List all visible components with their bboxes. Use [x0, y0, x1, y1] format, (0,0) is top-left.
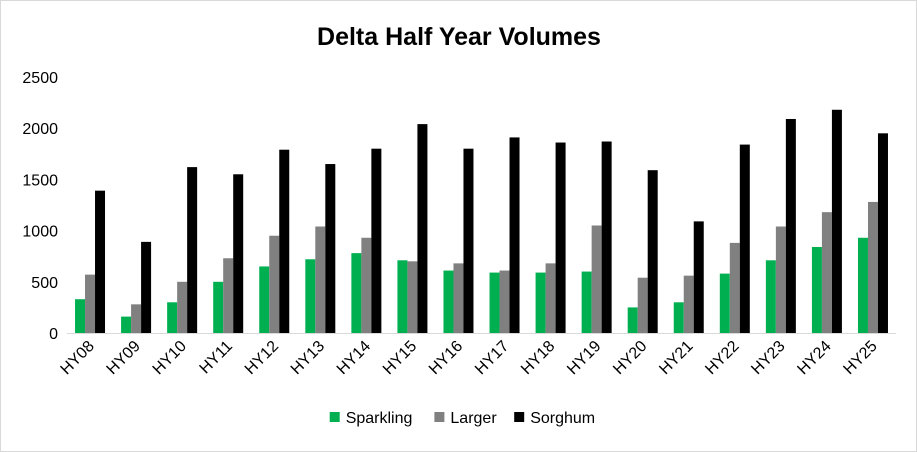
bar-sparkling-hy09 — [121, 316, 132, 333]
bar-sparkling-hy25 — [857, 237, 868, 333]
bar-sorghum-hy08 — [95, 190, 106, 333]
x-tick-label: HY18 — [518, 338, 558, 378]
bar-sparkling-hy17 — [489, 272, 500, 333]
x-tick-label: HY22 — [702, 338, 742, 378]
bar-sorghum-hy17 — [509, 137, 520, 333]
bar-sorghum-hy15 — [417, 124, 428, 333]
x-tick-label: HY19 — [564, 338, 604, 378]
x-tick-label: HY12 — [242, 338, 282, 378]
legend-swatch-sparkling — [329, 412, 340, 422]
bar-sorghum-hy16 — [463, 148, 474, 333]
bar-sorghum-hy13 — [325, 164, 336, 333]
chart-title: Delta Half Year Volumes — [317, 23, 601, 51]
bar-larger-hy11 — [223, 258, 234, 333]
y-tick-label: 0 — [49, 326, 58, 343]
bar-sparkling-hy12 — [259, 266, 270, 333]
legend-label-sparkling: Sparkling — [346, 410, 413, 427]
x-tick-label: HY20 — [610, 338, 650, 378]
bar-larger-hy14 — [361, 237, 372, 333]
bar-sorghum-hy12 — [279, 149, 290, 333]
x-tick-label: HY11 — [197, 338, 237, 378]
bar-larger-hy13 — [315, 226, 326, 333]
bar-larger-hy24 — [821, 212, 832, 333]
y-tick-label: 2500 — [22, 70, 58, 87]
bar-sorghum-hy25 — [877, 133, 888, 333]
bar-sorghum-hy18 — [555, 142, 566, 333]
y-tick-label: 2000 — [22, 121, 58, 138]
x-tick-label: HY17 — [472, 338, 512, 378]
x-tick-label: HY21 — [656, 338, 696, 378]
bar-sparkling-hy11 — [213, 281, 224, 333]
x-tick-label: HY24 — [794, 338, 834, 378]
y-tick-label: 1500 — [22, 172, 58, 189]
x-axis: HY08 HY09 HY10 HY11 HY12 HY13 HY14 HY15 HY16 HY17… — [58, 333, 896, 378]
x-tick-label: HY14 — [334, 338, 374, 378]
legend-swatch-sorghum — [514, 412, 525, 422]
bar-sparkling-hy13 — [305, 259, 316, 333]
bar-larger-hy16 — [453, 263, 464, 333]
bar-sparkling-hy15 — [397, 260, 408, 333]
bar-sorghum-hy14 — [371, 148, 382, 333]
legend-swatch-larger — [434, 412, 445, 422]
y-axis: 0 500 1000 1500 2000 2500 — [22, 70, 58, 343]
bar-sorghum-hy19 — [601, 141, 612, 333]
bar-larger-hy19 — [591, 225, 602, 333]
bar-sparkling-hy08 — [75, 299, 86, 333]
bar-sorghum-hy09 — [141, 241, 152, 333]
bar-sparkling-hy10 — [167, 302, 178, 333]
bar-sorghum-hy22 — [739, 144, 750, 333]
bar-sparkling-hy18 — [535, 272, 546, 333]
bar-sparkling-hy24 — [811, 246, 822, 333]
bar-larger-hy08 — [85, 274, 96, 333]
x-tick-label: HY23 — [748, 338, 788, 378]
x-tick-label: HY08 — [58, 338, 98, 378]
x-tick-label: HY16 — [426, 338, 466, 378]
bar-sparkling-hy19 — [581, 271, 592, 333]
x-tick-label: HY25 — [840, 338, 880, 378]
legend: Sparkling Larger Sorghum — [329, 410, 595, 427]
bar-larger-hy12 — [269, 235, 280, 333]
bar-sorghum-hy10 — [187, 167, 198, 333]
x-tick-label: HY09 — [104, 338, 144, 378]
bar-sorghum-hy21 — [693, 221, 704, 333]
bar-larger-hy15 — [407, 261, 418, 333]
x-tick-label: HY10 — [150, 338, 190, 378]
bar-larger-hy25 — [867, 201, 878, 333]
bar-larger-hy22 — [729, 242, 740, 333]
bar-larger-hy20 — [637, 277, 648, 333]
bar-sparkling-hy21 — [673, 302, 684, 333]
bar-larger-hy18 — [545, 263, 556, 333]
bar-larger-hy21 — [683, 275, 694, 333]
legend-label-sorghum: Sorghum — [530, 410, 595, 427]
y-tick-label: 1000 — [22, 224, 58, 241]
bar-sparkling-hy14 — [351, 253, 362, 333]
bar-larger-hy23 — [775, 226, 786, 333]
bar-sparkling-hy20 — [627, 307, 638, 333]
bar-sorghum-hy11 — [233, 174, 244, 333]
x-tick-label: HY13 — [288, 338, 328, 378]
y-tick-label: 500 — [31, 275, 58, 292]
bar-sparkling-hy23 — [765, 260, 776, 333]
bar-sorghum-hy20 — [647, 170, 658, 333]
bar-sparkling-hy22 — [719, 273, 730, 333]
x-tick-label: HY15 — [380, 338, 420, 378]
bars — [75, 109, 888, 333]
legend-label-larger: Larger — [450, 410, 497, 427]
bar-sorghum-hy24 — [831, 109, 842, 333]
bar-larger-hy10 — [177, 281, 188, 333]
bar-larger-hy17 — [499, 270, 510, 333]
bar-sorghum-hy23 — [785, 118, 796, 333]
bar-sparkling-hy16 — [443, 270, 454, 333]
bar-larger-hy09 — [131, 304, 142, 333]
